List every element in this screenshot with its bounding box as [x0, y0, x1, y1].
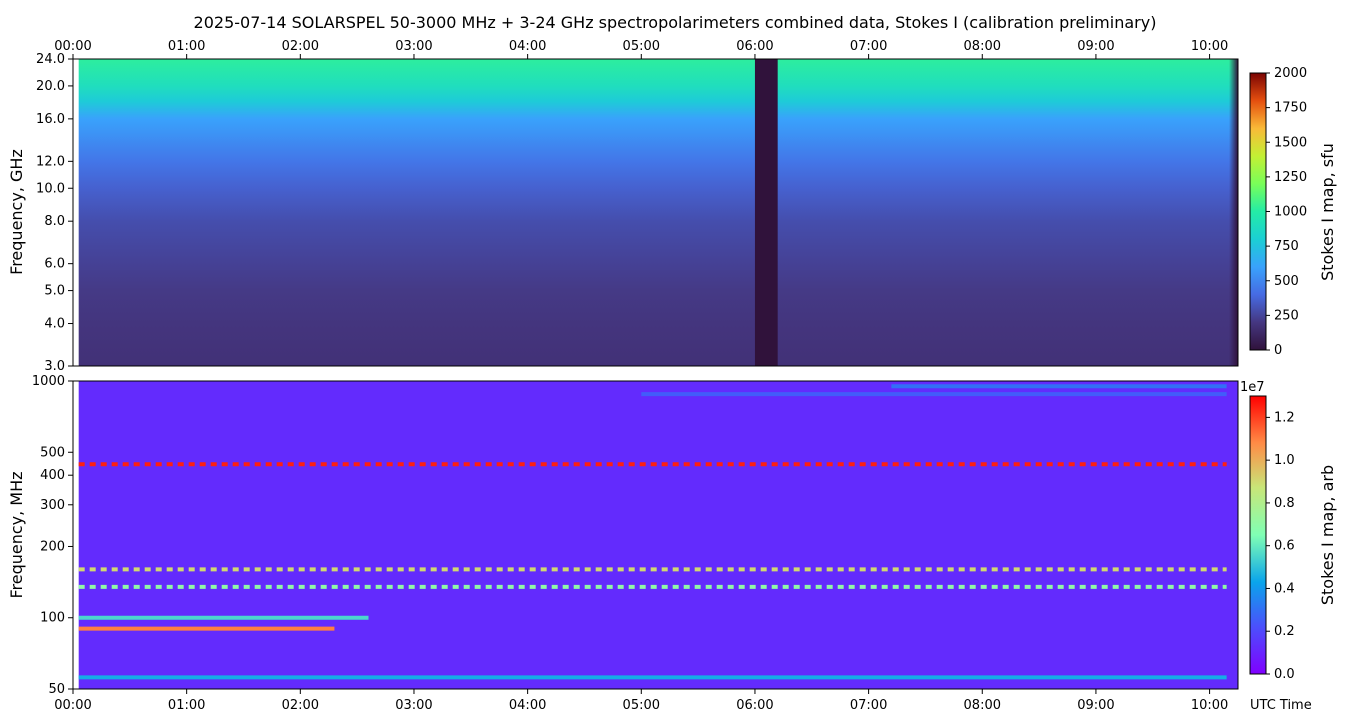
top-colorbar-tick-label: 1500	[1274, 135, 1307, 150]
bottom-x-ticks: 00:00 01:00 02:00 03:00 04:00 05:00 06:00 07:00…	[54, 689, 1228, 713]
top-y-tick-label: 10.0	[36, 181, 65, 196]
bottom-y-tick-label: 200	[40, 539, 65, 554]
bottom-colorbar-ticks: 0.0 0.2 0.4 0.6 0.8 1.0 1.2	[1266, 410, 1295, 682]
top-panel-frame	[72, 58, 1239, 367]
bottom-x-tick-label: 04:00	[509, 698, 546, 713]
figure-title: 2025-07-14 SOLARSPEL 50-3000 MHz + 3-24 …	[194, 13, 1157, 32]
bottom-x-tick-label: 01:00	[168, 698, 205, 713]
bottom-colorbar-label: Stokes I map, arb	[1318, 465, 1337, 605]
bottom-x-tick-label: 08:00	[964, 698, 1001, 713]
bottom-heatmap-field	[78, 381, 1238, 689]
top-x-tick-label: 07:00	[850, 39, 887, 54]
top-panel: 3.0 4.0 5.0 6.0 8.0 10.0 12.0 16.0 20.0 24.0 00:0…	[7, 39, 1239, 374]
top-colorbar-tick-label: 1750	[1274, 101, 1307, 116]
bottom-y-tick-label: 500	[40, 445, 65, 460]
bottom-colorbar-tick-label: 0.6	[1274, 539, 1295, 554]
top-y-ticks: 3.0 4.0 5.0 6.0 8.0 10.0 12.0 16.0 20.0 24.0	[36, 52, 73, 374]
top-x-tick-label: 05:00	[623, 39, 660, 54]
top-heatmap	[73, 59, 1238, 366]
bottom-x-tick-label: 07:00	[850, 698, 887, 713]
bottom-x-tick-label: 02:00	[282, 698, 319, 713]
top-x-tick-label: 02:00	[282, 39, 319, 54]
bottom-panel: 50 100 200 300 400 500 1000 00:00 01:00 02:00 03:…	[7, 374, 1239, 713]
top-x-tick-label: 10:00	[1191, 39, 1228, 54]
top-x-tick-label: 03:00	[395, 39, 432, 54]
top-colorbar-tick-label: 750	[1274, 239, 1299, 254]
top-colorbar-tick-label: 2000	[1274, 66, 1307, 81]
top-y-tick-label: 8.0	[44, 214, 65, 229]
top-colorbar-tick-label: 1250	[1274, 170, 1307, 185]
top-colorbar-bar	[1249, 72, 1267, 351]
top-y-axis-label: Frequency, GHz	[7, 149, 26, 275]
bottom-colorbar-tick-label: 1.2	[1274, 410, 1295, 425]
top-y-tick-label: 12.0	[36, 154, 65, 169]
top-x-tick-label: 04:00	[509, 39, 546, 54]
bottom-y-tick-label: 300	[40, 498, 65, 513]
bottom-x-tick-label: 06:00	[736, 698, 773, 713]
top-y-tick-label: 4.0	[44, 317, 65, 332]
top-y-tick-label: 20.0	[36, 79, 65, 94]
top-colorbar-tick-label: 1000	[1274, 205, 1307, 220]
top-heatmap-field	[78, 59, 1238, 366]
bottom-x-tick-label: 10:00	[1191, 698, 1228, 713]
top-x-tick-label: 00:00	[54, 39, 91, 54]
top-colorbar-label: Stokes I map, sfu	[1318, 143, 1337, 281]
bottom-y-tick-label: 1000	[32, 374, 65, 389]
bottom-x-tick-label: 05:00	[623, 698, 660, 713]
bottom-panel-frame	[72, 380, 1239, 690]
top-colorbar-ticks: 0 250 500 750 1000 1250 1500 1750 2000	[1266, 66, 1307, 358]
top-colorbar-tick-label: 0	[1274, 343, 1282, 358]
bottom-x-tick-label: 00:00	[54, 698, 91, 713]
top-x-tick-label: 08:00	[964, 39, 1001, 54]
top-x-tick-label: 01:00	[168, 39, 205, 54]
top-x-tick-label: 06:00	[736, 39, 773, 54]
top-data-gap	[1228, 59, 1238, 366]
bottom-y-tick-label: 100	[40, 611, 65, 626]
bottom-colorbar-tick-label: 0.2	[1274, 624, 1295, 639]
bottom-colorbar-tick-label: 0.4	[1274, 581, 1295, 596]
bottom-y-ticks: 50 100 200 300 400 500 1000	[32, 374, 73, 697]
utc-time-label: UTC Time	[1250, 698, 1312, 713]
bottom-x-tick-label: 09:00	[1077, 698, 1114, 713]
top-y-tick-label: 24.0	[36, 52, 65, 67]
bottom-heatmap	[73, 381, 1238, 689]
bottom-y-tick-label: 50	[48, 682, 65, 697]
bottom-colorbar: 0.0 0.2 0.4 0.6 0.8 1.0 1.2 1e7 Stokes I map, …	[1240, 380, 1337, 682]
top-data-gap	[754, 59, 778, 366]
bottom-colorbar-tick-label: 0.8	[1274, 496, 1295, 511]
top-colorbar: 0 250 500 750 1000 1250 1500 1750 2000 Stokes I …	[1249, 66, 1337, 358]
bottom-colorbar-tick-label: 1.0	[1274, 453, 1295, 468]
top-x-ticks: 00:00 01:00 02:00 03:00 04:00 05:00 06:00 07:00…	[54, 39, 1228, 59]
top-colorbar-tick-label: 250	[1274, 308, 1299, 323]
bottom-y-axis-label: Frequency, MHz	[7, 471, 26, 598]
bottom-x-tick-label: 03:00	[395, 698, 432, 713]
top-x-tick-label: 09:00	[1077, 39, 1114, 54]
top-y-tick-label: 3.0	[44, 359, 65, 374]
bottom-y-tick-label: 400	[40, 468, 65, 483]
bottom-colorbar-bar	[1249, 395, 1267, 675]
top-y-tick-label: 6.0	[44, 257, 65, 272]
top-y-tick-label: 16.0	[36, 112, 65, 127]
top-y-tick-label: 5.0	[44, 284, 65, 299]
bottom-colorbar-offset-text: 1e7	[1240, 380, 1265, 395]
top-colorbar-tick-label: 500	[1274, 274, 1299, 289]
bottom-colorbar-tick-label: 0.0	[1274, 667, 1295, 682]
